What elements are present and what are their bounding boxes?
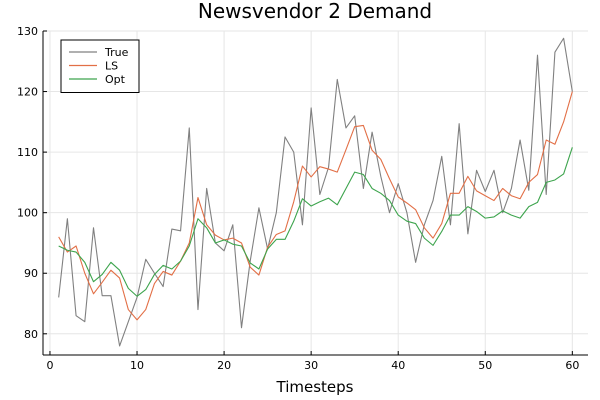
y-tick-label: 90 [24, 267, 38, 280]
y-tick-label: 80 [24, 328, 38, 341]
legend-label: True [104, 46, 129, 59]
y-tick-label: 130 [17, 25, 38, 38]
chart-title: Newsvendor 2 Demand [198, 0, 432, 23]
y-tick-label: 110 [17, 146, 38, 159]
y-tick-label: 100 [17, 207, 38, 220]
tick-labels: 0 10 20 30 40 50 60 80 90 100 110 120 130 [17, 25, 579, 372]
x-tick-label: 60 [565, 359, 579, 372]
legend-box [60, 39, 140, 93]
y-tick-label: 120 [17, 86, 38, 99]
x-tick-label: 0 [46, 359, 53, 372]
x-tick-label: 10 [130, 359, 144, 372]
axes [42, 31, 588, 356]
series-line-true [58, 37, 573, 347]
x-axis-label: Timesteps [276, 378, 354, 396]
series-lines [58, 37, 573, 347]
x-tick-label: 30 [304, 359, 318, 372]
legend-label: Opt [105, 73, 126, 86]
series-line-ls [58, 91, 573, 321]
x-tick-label: 20 [217, 359, 231, 372]
series-line-opt [58, 147, 573, 297]
x-tick-label: 40 [391, 359, 405, 372]
legend-label: LS [105, 60, 118, 73]
x-tick-label: 50 [478, 359, 492, 372]
